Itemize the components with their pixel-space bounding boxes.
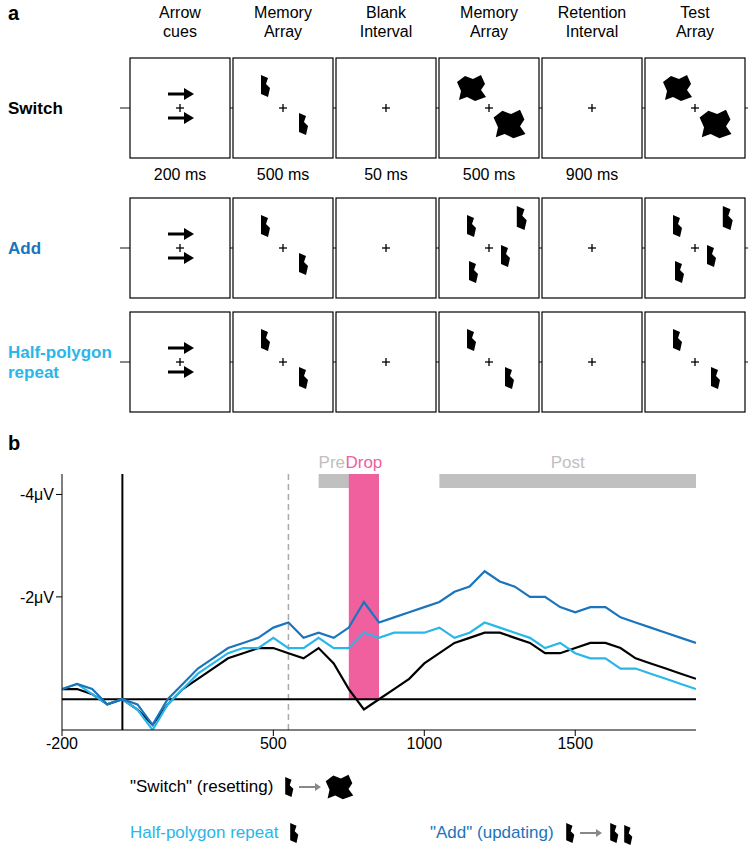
html-text:"Add" (updating): "Add" (updating) (430, 823, 554, 842)
svg-text:Pre: Pre (319, 453, 345, 472)
svg-text:Arrowcues: Arrowcues (159, 4, 201, 40)
svg-text:500 ms: 500 ms (463, 166, 515, 183)
svg-text:50 ms: 50 ms (364, 166, 408, 183)
svg-text:1000: 1000 (406, 735, 442, 752)
svg-text:MemoryArray: MemoryArray (254, 4, 312, 40)
svg-text:500: 500 (260, 735, 287, 752)
svg-text:a: a (8, 2, 20, 24)
svg-text:BlankInterval: BlankInterval (360, 4, 412, 40)
svg-text:Add: Add (8, 239, 41, 258)
svg-text:Post: Post (551, 453, 585, 472)
svg-text:RetentionInterval: RetentionInterval (558, 4, 627, 40)
svg-text:200 ms: 200 ms (154, 166, 206, 183)
svg-text:500 ms: 500 ms (257, 166, 309, 183)
svg-text:Switch: Switch (8, 99, 63, 118)
svg-text:Drop: Drop (345, 453, 382, 472)
html-text:"Switch" (resetting): "Switch" (resetting) (130, 777, 274, 796)
html-text:Half-polygon repeat: Half-polygon repeat (130, 823, 279, 842)
svg-text:900 ms: 900 ms (566, 166, 618, 183)
html-text:b: b (8, 432, 21, 454)
svg-text:-2μV: -2μV (20, 589, 54, 606)
svg-text:Half-polygonrepeat: Half-polygonrepeat (8, 343, 112, 382)
svg-text:-4μV: -4μV (20, 486, 54, 503)
svg-text:MemoryArray: MemoryArray (460, 4, 518, 40)
svg-text:1500: 1500 (557, 735, 593, 752)
svg-text:-200: -200 (46, 735, 78, 752)
svg-text:TestArray: TestArray (676, 4, 714, 40)
